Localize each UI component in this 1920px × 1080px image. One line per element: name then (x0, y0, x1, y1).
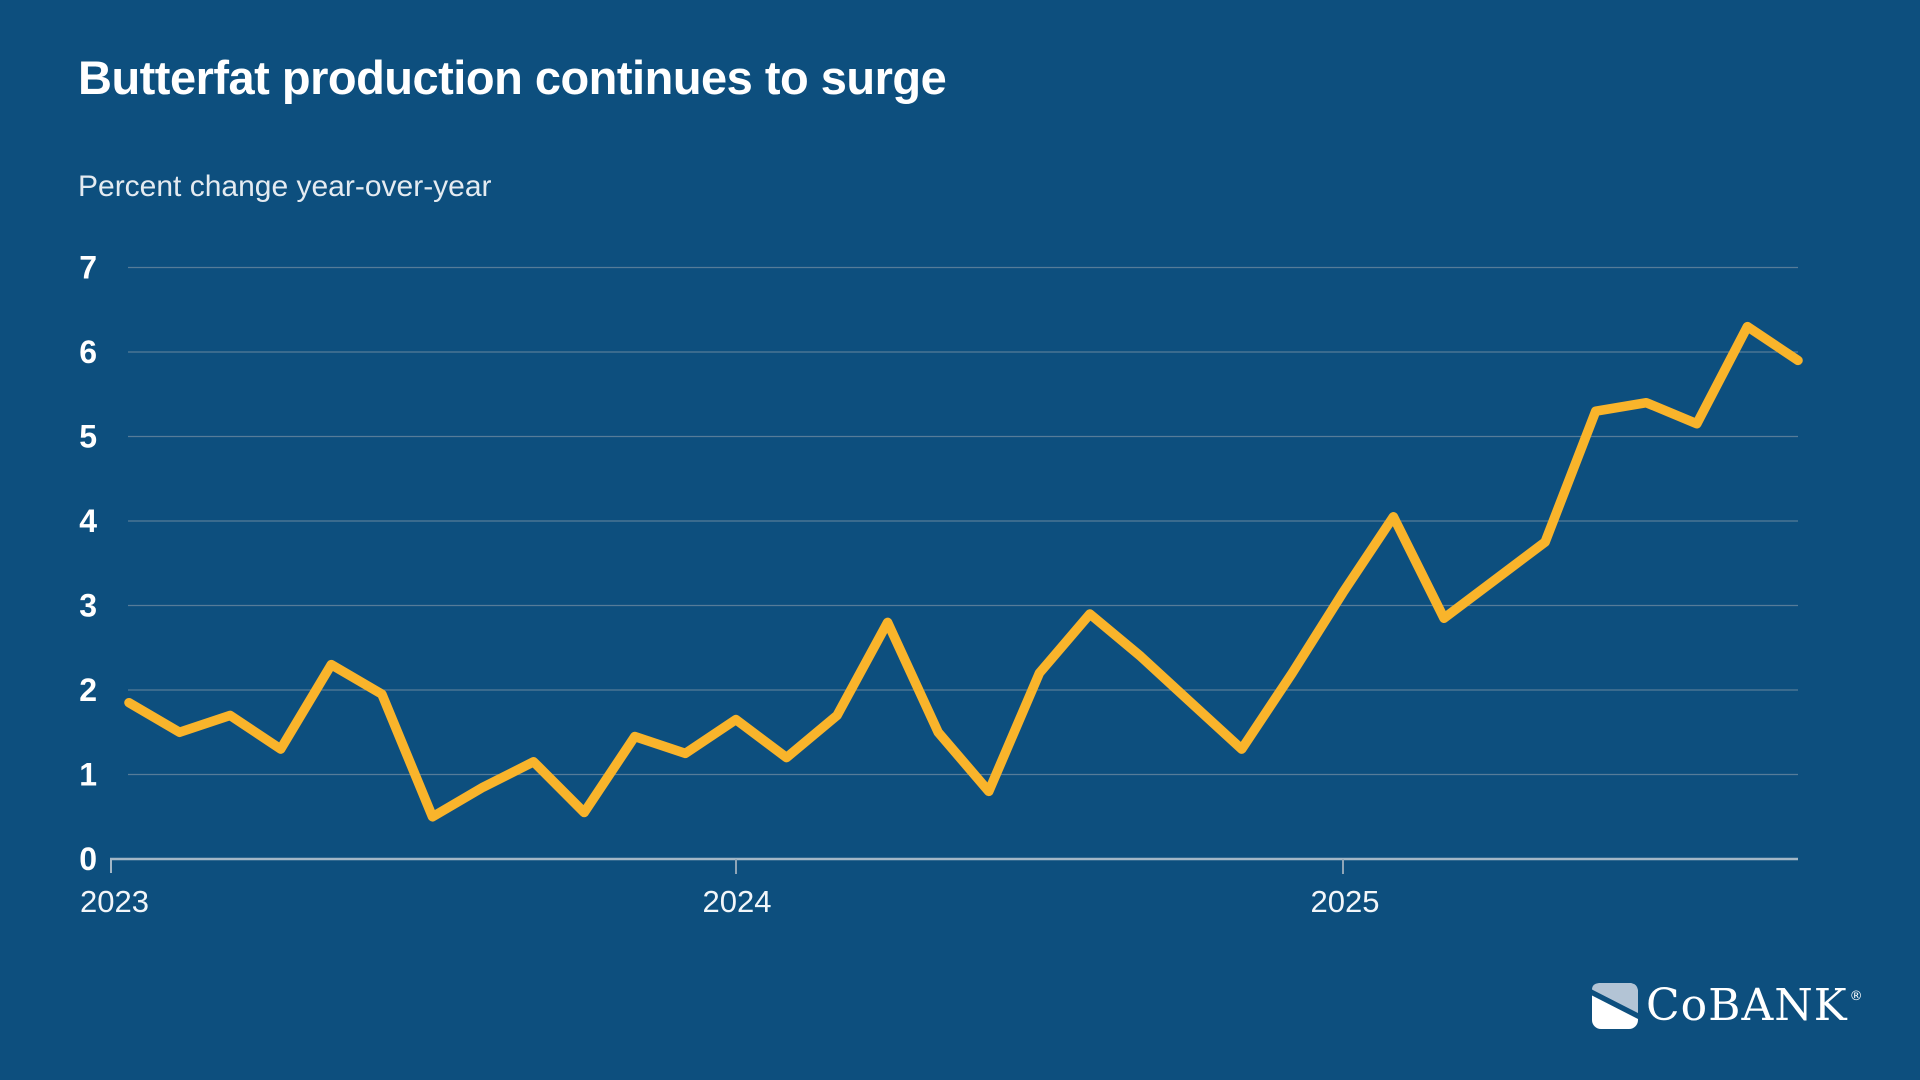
cobank-logo-text: CoBANK (1646, 980, 1848, 1031)
gridlines (128, 266, 1798, 776)
y-axis-tick-label: 2 (79, 672, 97, 708)
x-axis-tick-label: 2025 (1311, 884, 1380, 919)
cobank-logo: CoBANK ® (1592, 983, 1863, 1029)
x-axis (110, 857, 1798, 874)
x-axis-tick-label: 2024 (703, 884, 772, 919)
cobank-logo-icon (1592, 983, 1638, 1029)
chart-subtitle: Percent change year-over-year (78, 170, 492, 203)
y-axis-tick-label: 6 (79, 334, 97, 370)
registered-trademark-icon: ® (1849, 989, 1863, 1004)
y-axis-tick-label: 4 (79, 503, 97, 539)
y-axis-tick-label: 1 (79, 757, 97, 793)
y-axis-tick-label: 3 (79, 588, 97, 624)
data-line (124, 321, 1803, 822)
chart-title: Butterfat production continues to surge (78, 51, 947, 104)
y-axis-tick-label: 7 (79, 250, 97, 286)
y-axis-tick-label: 0 (79, 841, 97, 877)
x-axis-tick-label: 2023 (80, 884, 149, 919)
y-axis-tick-label: 5 (79, 419, 97, 455)
